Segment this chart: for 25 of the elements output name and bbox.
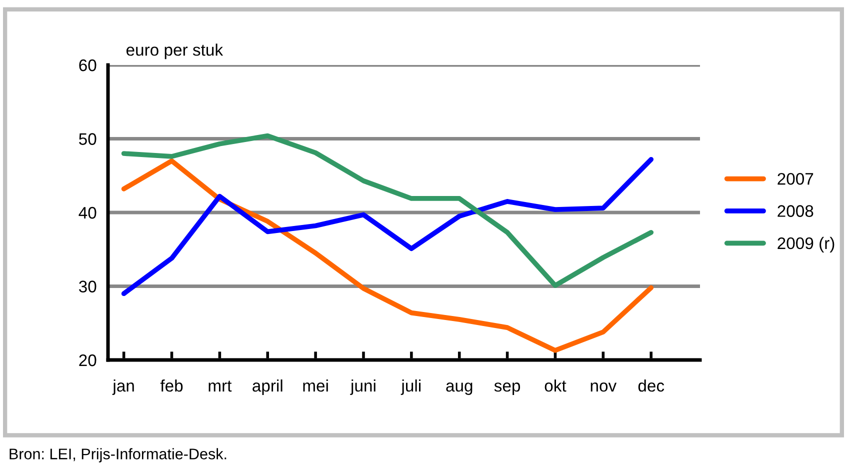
x-tick-label: aug	[446, 382, 472, 395]
line-series	[121, 158, 654, 353]
x-tick-label: okt	[544, 379, 566, 392]
legend-label: 2007	[778, 172, 814, 185]
x-tick-label: april	[252, 379, 282, 395]
x-tick-label: jan	[112, 379, 134, 395]
x-tick-label: nov	[590, 382, 617, 392]
x-tick-label: mei	[303, 379, 328, 392]
y-axis-title: euro per stuk	[126, 44, 224, 60]
x-tick-label: dec	[638, 379, 664, 392]
legend-label: 2009 (r)	[778, 236, 834, 252]
x-tick-label: juli	[400, 379, 420, 395]
x-tick-label: sep	[494, 382, 520, 395]
y-tick-label: 50	[79, 133, 96, 145]
x-tick-label: juni	[350, 379, 376, 395]
x-tick-label: mrt	[208, 380, 232, 392]
y-tick-label: 20	[79, 354, 96, 366]
line-series	[121, 133, 654, 288]
legend-label: 2008	[778, 205, 814, 217]
y-tick-label: 40	[78, 206, 96, 219]
x-tick-label: feb	[160, 379, 183, 392]
text: Bron: LEI, Prijs-Informatie-Desk.	[10, 448, 226, 462]
line-series	[121, 156, 654, 296]
y-tick-label: 60	[79, 59, 96, 72]
y-tick-label: 30	[78, 280, 96, 292]
